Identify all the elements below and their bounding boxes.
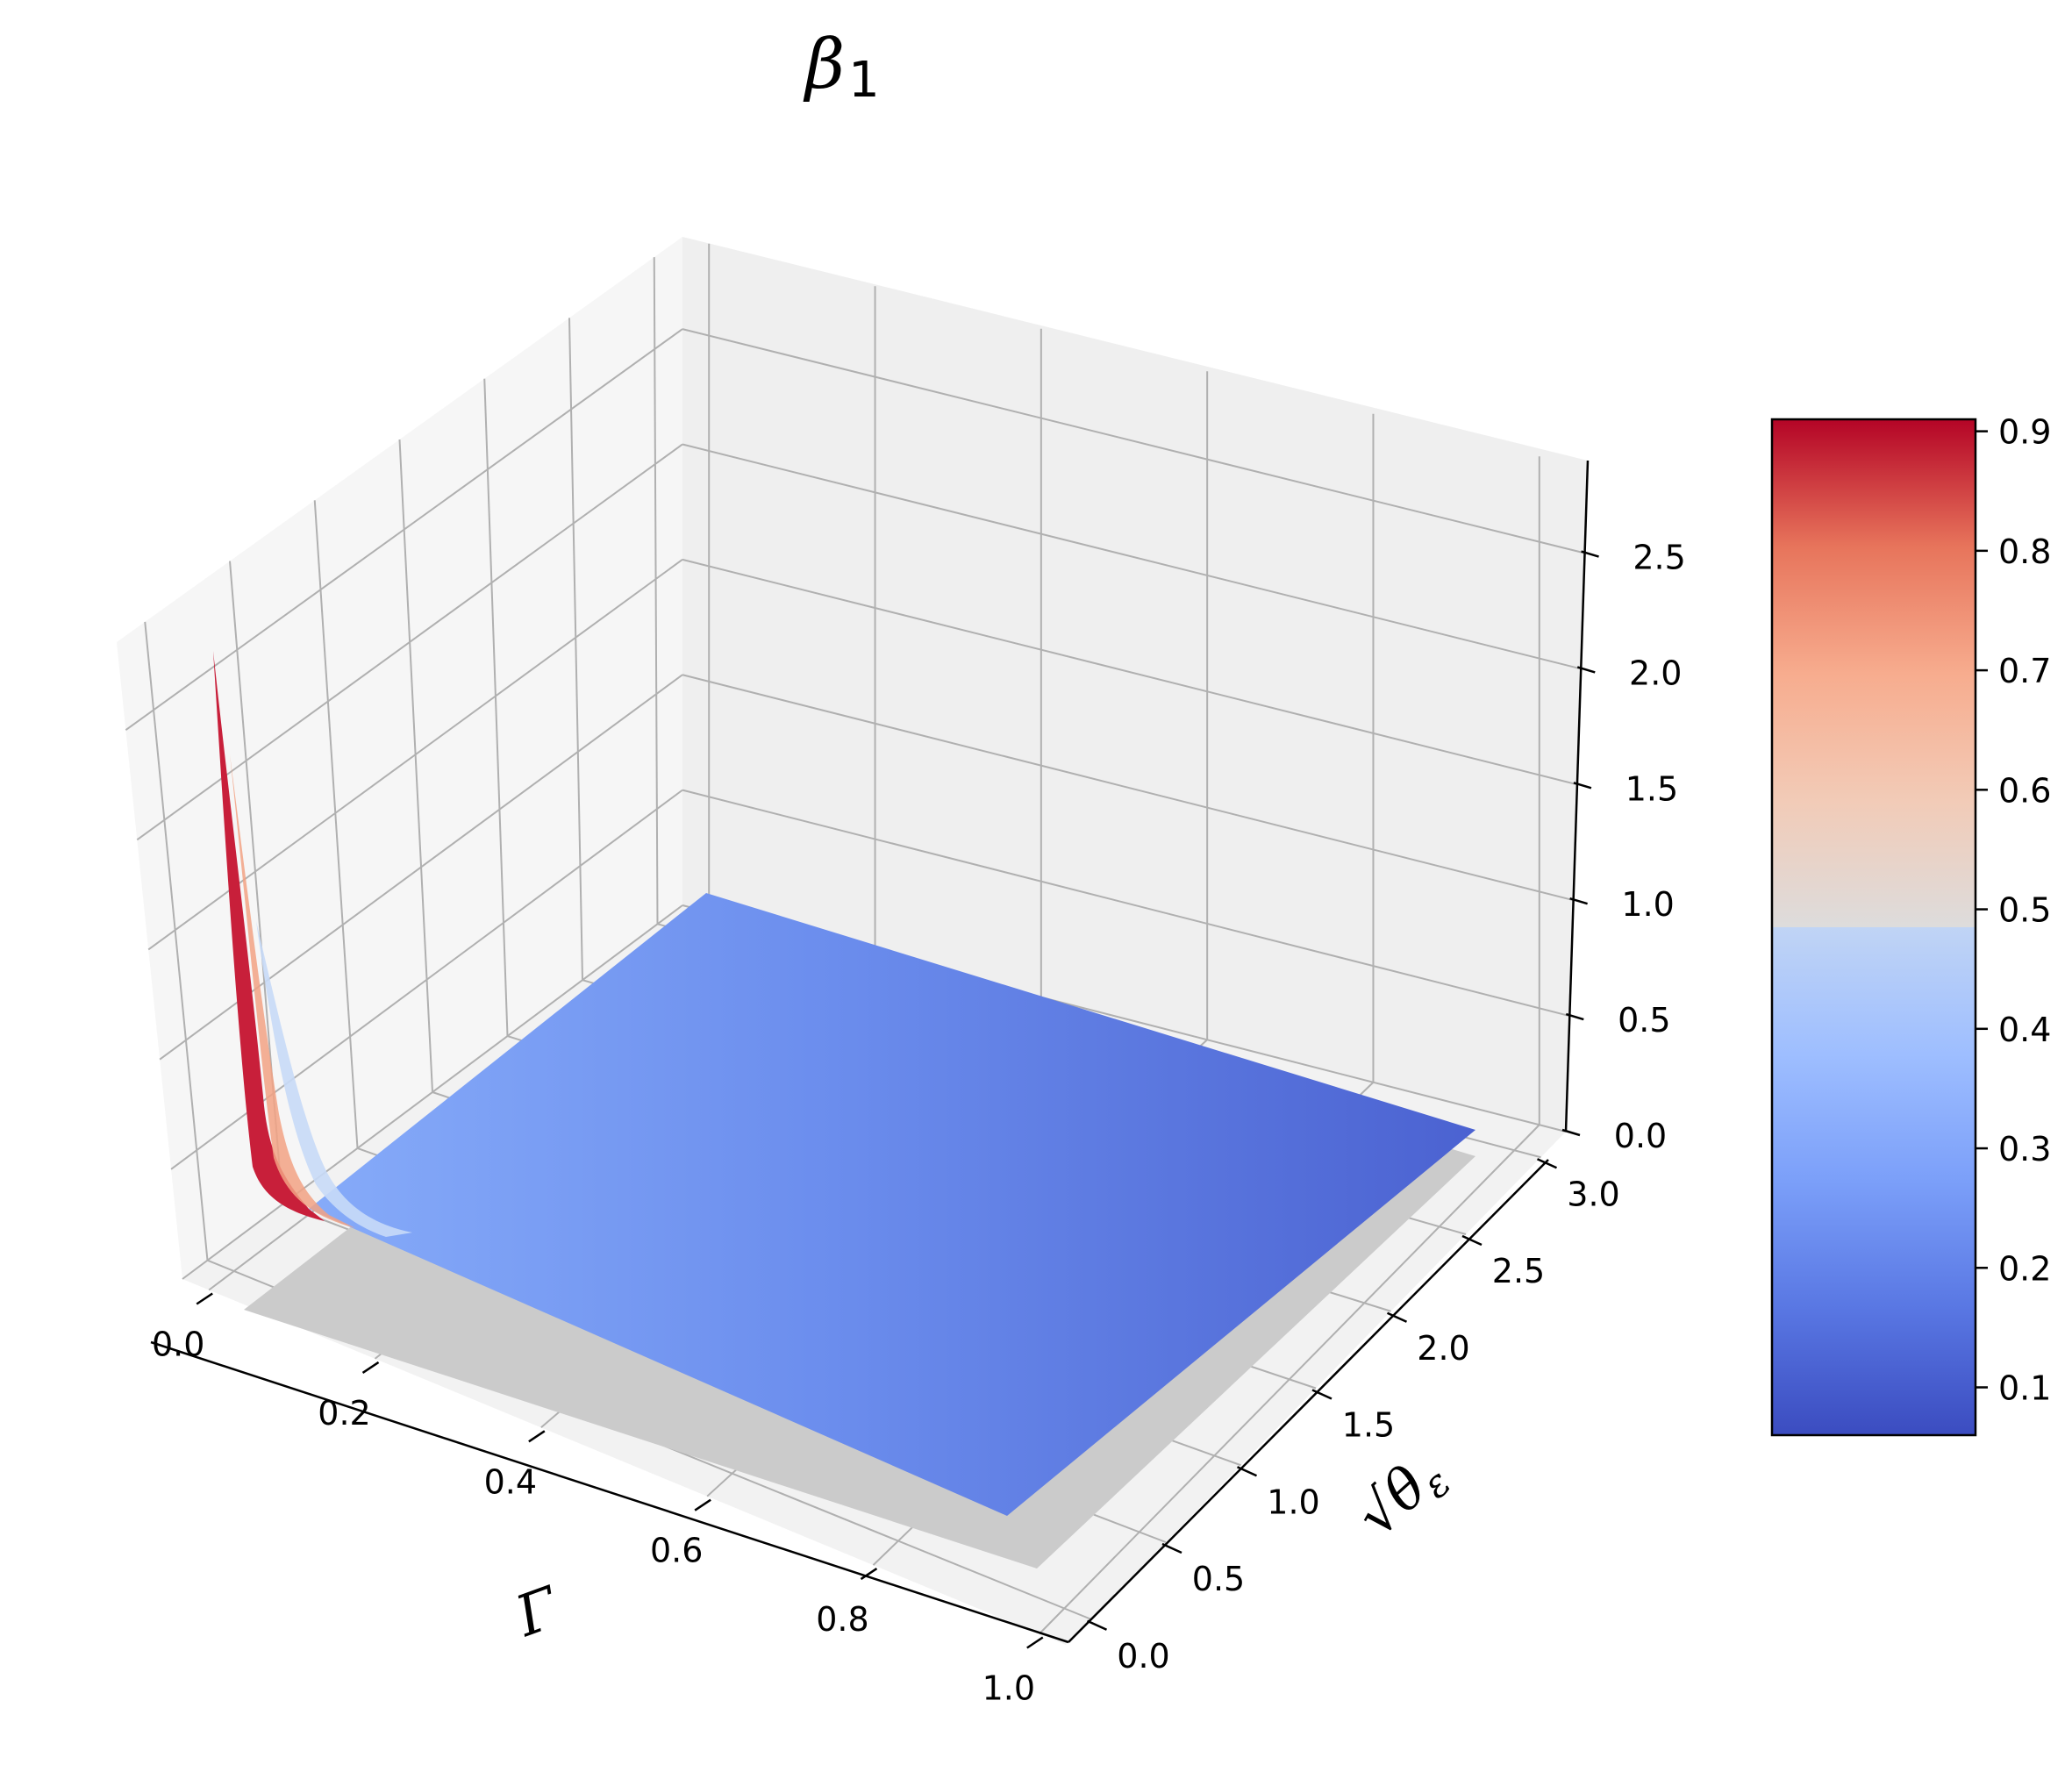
y-tick-label: 0.0 xyxy=(1117,1637,1169,1676)
y-tick-label: 1.0 xyxy=(1267,1483,1319,1521)
x-axis-label: Γ xyxy=(507,1575,568,1650)
colorbar-tick-label: 0.3 xyxy=(1998,1130,2051,1168)
y-tick-mark xyxy=(1086,1619,1108,1631)
z-tick-label: 1.5 xyxy=(1625,769,1678,808)
grid-line-z-left xyxy=(136,443,683,841)
surface-tail-fade xyxy=(256,921,412,1237)
z-tick-label: 0.0 xyxy=(1614,1117,1667,1155)
colorbar-ticks: 0.1 0.2 0.3 0.4 0.5 0.6 0.7 0.8 0.9 xyxy=(1976,413,2051,1408)
y-tick-label: 0.5 xyxy=(1192,1560,1245,1598)
x-tick-mark xyxy=(694,1498,711,1511)
y-tick-mark xyxy=(1311,1389,1333,1400)
z-tick-label: 2.5 xyxy=(1633,539,1685,577)
x-tick-mark xyxy=(860,1568,878,1581)
z-axis-line xyxy=(1564,460,1590,1133)
grid-line-z xyxy=(682,443,1582,670)
grid-line-y-left xyxy=(653,257,659,925)
z-tick-label: 1.0 xyxy=(1621,885,1674,924)
grid-line-z xyxy=(682,674,1574,902)
surface-tail xyxy=(213,651,325,1221)
surface-sheet xyxy=(309,893,1475,1516)
x-tick-label: 0.4 xyxy=(484,1462,537,1501)
x-tick-mark xyxy=(361,1361,380,1374)
grid-line-y-left xyxy=(483,378,509,1037)
x-tick-label: 0.8 xyxy=(816,1600,868,1639)
grid-line-z-left xyxy=(125,328,683,731)
grid-line-z xyxy=(682,558,1578,786)
y-axis-line xyxy=(1068,1159,1549,1643)
y-axis-label: √θε xyxy=(1345,1440,1460,1554)
colorbar-tick-label: 0.1 xyxy=(1998,1369,2051,1408)
x-tick-mark xyxy=(528,1430,546,1443)
grid-line-y-left xyxy=(313,500,359,1148)
colorbar xyxy=(1770,418,1977,1437)
chart-title: β1 xyxy=(803,25,880,109)
surface-tail-shade xyxy=(230,754,355,1228)
grid-line-z-left xyxy=(182,904,683,1280)
y-tick-label: 2.0 xyxy=(1417,1329,1469,1368)
x-tick-label: 0.6 xyxy=(650,1532,703,1570)
colorbar-tick-label: 0.4 xyxy=(1998,1011,2051,1049)
x-tick-label: 1.0 xyxy=(982,1669,1035,1707)
colorbar-tick-label: 0.8 xyxy=(1998,532,2051,571)
x-tick-mark xyxy=(196,1292,213,1305)
grid-line-y-left xyxy=(144,621,209,1261)
y-tick-label: 3.0 xyxy=(1567,1175,1619,1213)
x-tick-mark xyxy=(1026,1636,1044,1649)
colorbar-tick-label: 0.7 xyxy=(1998,652,2051,690)
z-tick-label: 2.0 xyxy=(1629,654,1682,692)
colorbar-tick-label: 0.6 xyxy=(1998,771,2051,810)
y-tick-label: 1.5 xyxy=(1342,1406,1395,1445)
colorbar-tick-label: 0.5 xyxy=(1998,891,2051,930)
y-tick-mark xyxy=(1386,1311,1408,1323)
grid-line-y-left xyxy=(398,439,433,1093)
z-tick-label: 0.5 xyxy=(1618,1001,1670,1040)
colorbar-tick-label: 0.9 xyxy=(1998,413,2051,452)
y-tick-label: 2.5 xyxy=(1492,1252,1545,1290)
colorbar-tick-label: 0.2 xyxy=(1998,1249,2051,1288)
y-tick-mark xyxy=(1536,1158,1558,1169)
axes: 0.00.20.40.60.81.00.00.51.01.52.02.53.00… xyxy=(150,460,1686,1707)
grid-line-z xyxy=(682,789,1570,1018)
x-axis-line xyxy=(150,1340,1069,1644)
grid-line-z xyxy=(682,328,1585,554)
grid-line-y-left xyxy=(568,318,583,981)
y-tick-mark xyxy=(1461,1234,1483,1247)
back-pane xyxy=(682,237,1588,1132)
